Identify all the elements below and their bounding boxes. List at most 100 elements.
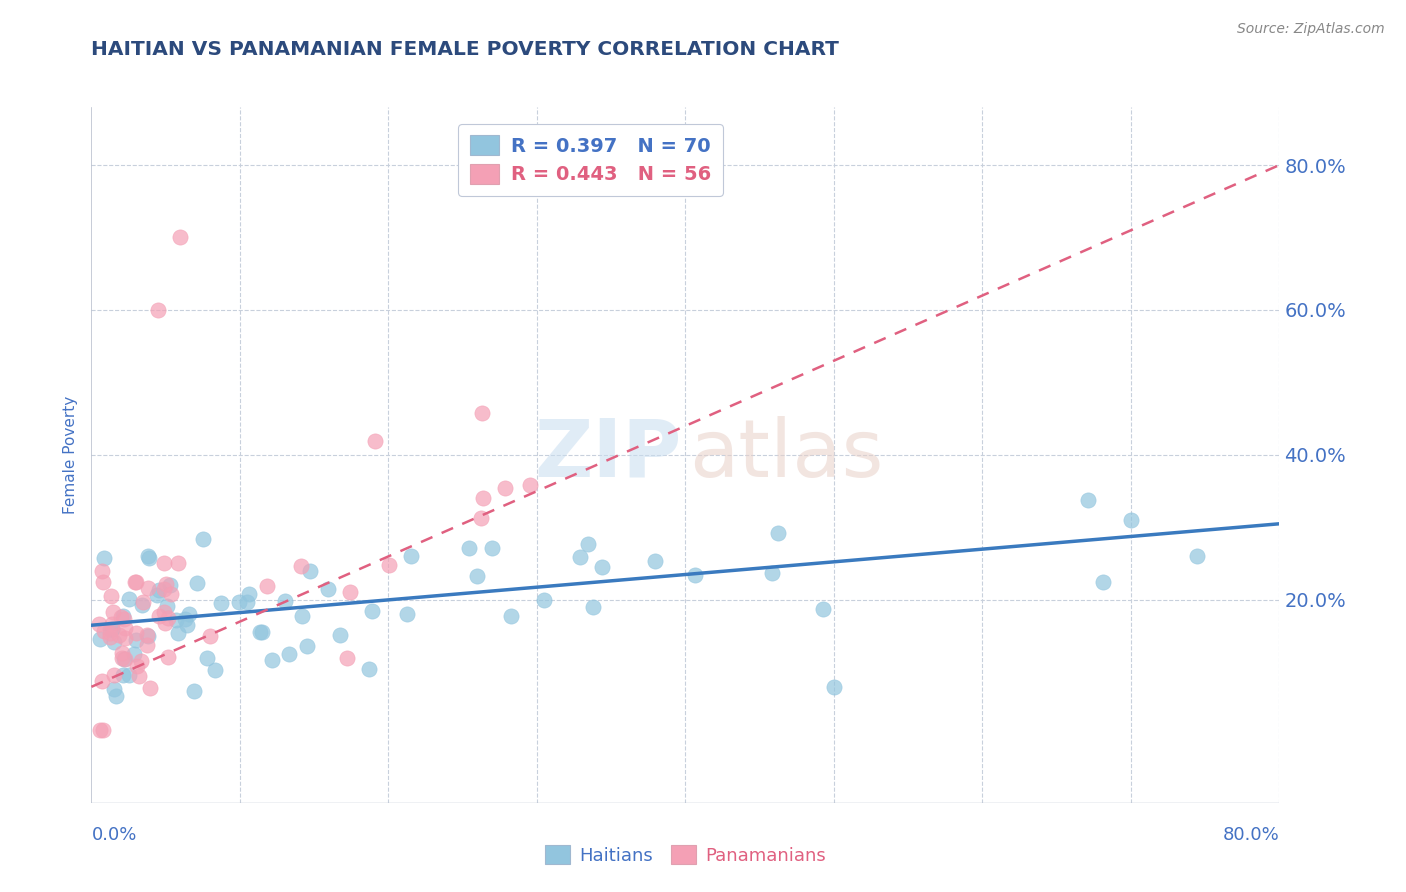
- Point: [89, 632, 111, 647]
- Point: [481, 541, 503, 555]
- Point: [1119, 513, 1142, 527]
- Point: [357, 662, 380, 676]
- Point: [136, 638, 159, 652]
- Point: [100, 589, 122, 603]
- Text: atlas: atlas: [689, 416, 883, 494]
- Point: [122, 648, 145, 662]
- Point: [114, 651, 136, 665]
- Point: [249, 624, 271, 639]
- Point: [1092, 575, 1115, 590]
- Point: [166, 613, 188, 627]
- Point: [472, 491, 495, 505]
- Point: [111, 668, 134, 682]
- Point: [125, 659, 148, 673]
- Point: [148, 303, 170, 318]
- Point: [100, 622, 122, 636]
- Text: HAITIAN VS PANAMANIAN FEMALE POVERTY CORRELATION CHART: HAITIAN VS PANAMANIAN FEMALE POVERTY COR…: [91, 40, 839, 59]
- Point: [138, 551, 160, 566]
- Point: [136, 581, 159, 595]
- Point: [91, 564, 114, 578]
- Point: [235, 595, 257, 609]
- Point: [153, 582, 176, 597]
- Point: [256, 579, 278, 593]
- Point: [125, 632, 148, 647]
- Point: [103, 681, 125, 696]
- Point: [111, 609, 134, 624]
- Point: [494, 481, 516, 495]
- Point: [159, 577, 181, 591]
- Point: [156, 650, 179, 665]
- Point: [176, 618, 198, 632]
- Point: [118, 591, 141, 606]
- Point: [499, 608, 522, 623]
- Point: [125, 575, 148, 590]
- Point: [131, 598, 153, 612]
- Point: [98, 630, 121, 644]
- Point: [766, 525, 789, 540]
- Point: [98, 625, 121, 640]
- Point: [761, 566, 783, 580]
- Point: [533, 592, 555, 607]
- Point: [157, 610, 180, 624]
- Text: ZIP: ZIP: [534, 416, 682, 494]
- Point: [136, 628, 159, 642]
- Y-axis label: Female Poverty: Female Poverty: [63, 396, 79, 514]
- Point: [103, 635, 125, 649]
- Point: [457, 541, 479, 556]
- Point: [136, 549, 159, 564]
- Point: [124, 575, 146, 590]
- Point: [101, 617, 124, 632]
- Point: [153, 605, 176, 619]
- Point: [470, 510, 492, 524]
- Point: [339, 584, 361, 599]
- Point: [329, 627, 352, 641]
- Point: [363, 434, 385, 448]
- Point: [298, 564, 321, 578]
- Point: [93, 624, 115, 638]
- Point: [112, 612, 135, 626]
- Point: [471, 406, 494, 420]
- Point: [582, 600, 605, 615]
- Point: [132, 595, 155, 609]
- Text: 80.0%: 80.0%: [1223, 826, 1279, 844]
- Point: [89, 723, 111, 738]
- Point: [148, 583, 170, 598]
- Point: [377, 558, 399, 572]
- Point: [114, 631, 136, 645]
- Point: [204, 664, 226, 678]
- Point: [101, 605, 124, 619]
- Point: [361, 604, 384, 618]
- Point: [238, 587, 260, 601]
- Point: [110, 651, 132, 665]
- Point: [110, 610, 132, 624]
- Point: [395, 607, 418, 621]
- Point: [195, 651, 218, 665]
- Point: [91, 674, 114, 689]
- Point: [155, 615, 177, 630]
- Point: [145, 588, 167, 602]
- Point: [136, 629, 159, 643]
- Text: Source: ZipAtlas.com: Source: ZipAtlas.com: [1237, 22, 1385, 37]
- Point: [811, 602, 834, 616]
- Point: [1187, 549, 1209, 564]
- Point: [128, 669, 150, 683]
- Point: [568, 549, 591, 564]
- Point: [465, 569, 488, 583]
- Point: [155, 577, 177, 591]
- Point: [277, 647, 299, 661]
- Point: [644, 554, 666, 568]
- Point: [260, 653, 283, 667]
- Point: [274, 594, 297, 608]
- Point: [98, 622, 121, 636]
- Point: [290, 558, 312, 573]
- Point: [160, 587, 183, 601]
- Point: [111, 646, 134, 660]
- Point: [93, 550, 115, 565]
- Point: [336, 651, 359, 665]
- Point: [105, 689, 128, 703]
- Point: [683, 567, 706, 582]
- Point: [166, 556, 188, 570]
- Point: [250, 624, 273, 639]
- Point: [107, 628, 129, 642]
- Point: [156, 599, 179, 613]
